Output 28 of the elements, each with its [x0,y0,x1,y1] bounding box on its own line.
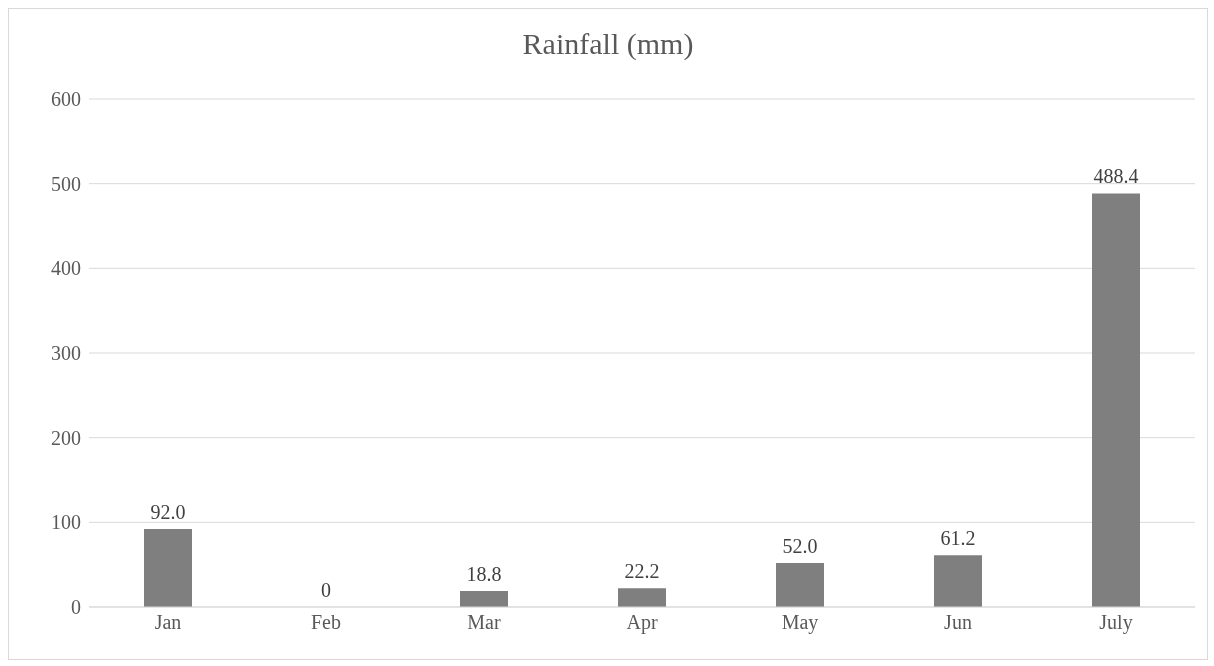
y-tick-label: 300 [51,342,81,365]
data-label: 0 [321,579,331,601]
bar [144,529,192,607]
y-tick-label: 100 [51,511,81,534]
x-tick-label: May [781,611,819,635]
bar [776,562,824,607]
data-label: 92.0 [150,501,186,524]
data-label: 61.2 [940,527,976,550]
bar [460,591,508,607]
bar [1092,193,1140,607]
y-tick-label: 400 [51,257,81,280]
data-label: 18.8 [466,563,502,586]
x-tick-label: Apr [626,611,658,635]
data-label: 22.2 [624,560,660,583]
x-tick-label: Feb [311,611,341,634]
data-label: 52.0 [782,534,818,557]
y-tick-label: 200 [51,426,81,449]
x-tick-label: Mar [467,611,501,634]
x-tick-label: Jan [154,611,182,634]
bar [618,588,666,607]
data-label: 488.4 [1093,165,1139,188]
y-tick-label: 600 [51,88,81,111]
bar [934,555,982,607]
chart-title: Rainfall (mm) [521,26,695,62]
x-tick-label: July [1099,611,1133,635]
y-tick-label: 500 [51,172,81,195]
x-tick-label: Jun [944,611,972,634]
y-tick-label: 0 [71,596,81,619]
